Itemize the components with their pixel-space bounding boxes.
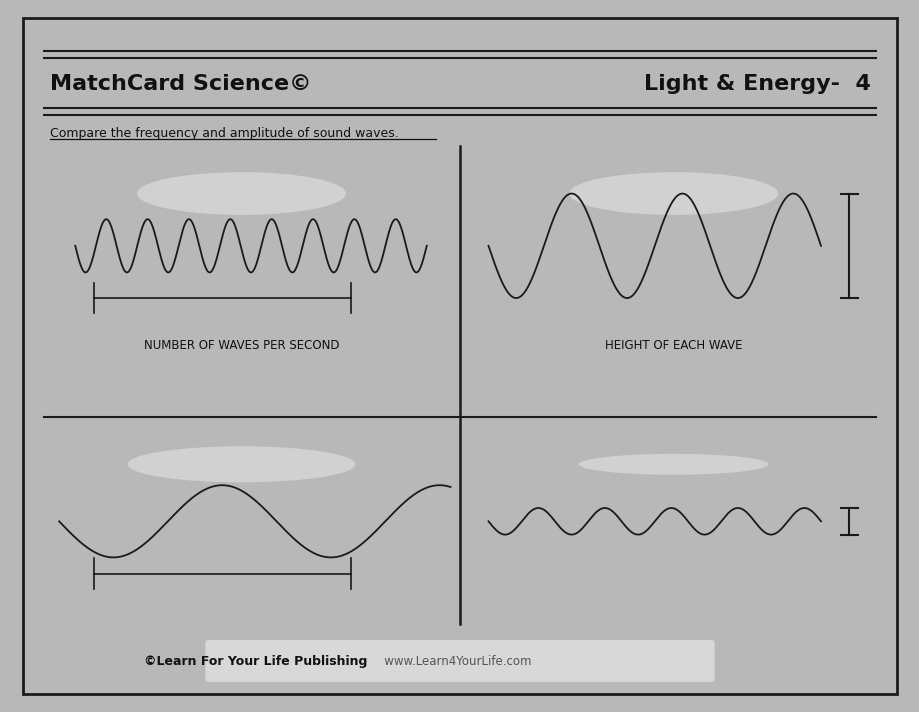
Text: NUMBER OF WAVES PER SECOND: NUMBER OF WAVES PER SECOND	[143, 339, 339, 352]
Text: Light & Energy-  4: Light & Energy- 4	[642, 74, 869, 94]
Ellipse shape	[128, 446, 355, 482]
Ellipse shape	[137, 172, 346, 215]
Ellipse shape	[569, 172, 777, 215]
Text: HEIGHT OF EACH WAVE: HEIGHT OF EACH WAVE	[605, 339, 742, 352]
Text: ©Learn For Your Life Publishing: ©Learn For Your Life Publishing	[143, 656, 367, 669]
Text: MatchCard Science©: MatchCard Science©	[50, 74, 311, 94]
Text: Compare the frequency and amplitude of sound waves.: Compare the frequency and amplitude of s…	[50, 127, 398, 140]
FancyBboxPatch shape	[205, 640, 714, 682]
Ellipse shape	[578, 454, 768, 475]
Text: www.Learn4YourLife.com: www.Learn4YourLife.com	[372, 656, 530, 669]
